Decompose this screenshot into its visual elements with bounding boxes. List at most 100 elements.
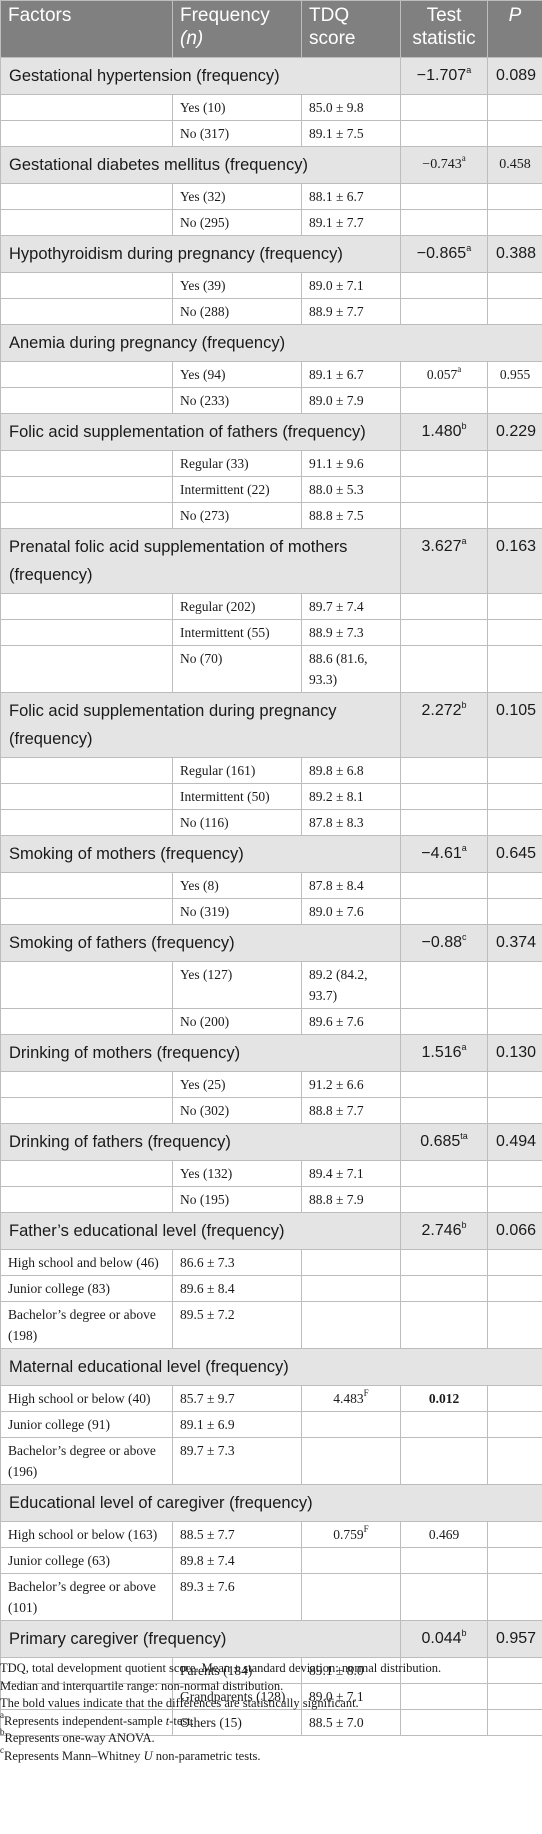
table-row: Regular (161) 89.8 ± 6.8	[0, 757, 542, 784]
row-test-statistic: 4.483F	[301, 1385, 401, 1412]
row-label: Yes (32)	[172, 183, 302, 210]
row-label: Bachelor’s degree or above (101)	[0, 1573, 173, 1621]
row-test-statistic	[301, 1249, 401, 1276]
table-row: Others (15) 88.5 ± 7.0	[0, 1709, 542, 1736]
row-tdq-score: 88.0 ± 5.3	[301, 476, 401, 503]
row-p-value	[487, 619, 542, 646]
row-tdq-score: 89.6 ± 7.6	[301, 1008, 401, 1035]
row-test-statistic	[400, 272, 488, 299]
header-p-label: P	[508, 5, 522, 26]
empty-cell	[0, 298, 173, 325]
empty-cell	[0, 272, 173, 299]
section-test-statistic: 1.480b	[400, 413, 488, 451]
table-row: No (195) 88.8 ± 7.9	[0, 1186, 542, 1213]
section-header-row: Gestational diabetes mellitus (frequency…	[0, 146, 542, 184]
section-header-row: Drinking of fathers (frequency) 0.685ta 0.…	[0, 1123, 542, 1161]
empty-cell	[0, 1071, 173, 1098]
row-tdq-score: 89.0 ± 7.6	[301, 898, 401, 925]
row-label: Regular (202)	[172, 593, 302, 620]
row-p-value	[487, 757, 542, 784]
table-row: No (295) 89.1 ± 7.7	[0, 209, 542, 236]
section-test-statistic: 1.516a	[400, 1034, 488, 1072]
test-statistic-footnote-mark: b	[461, 1628, 467, 1638]
row-label: Intermittent (22)	[172, 476, 302, 503]
row-test-statistic	[400, 298, 488, 325]
row-test-statistic	[400, 450, 488, 477]
section-header-row: Drinking of mothers (frequency) 1.516a 0.1…	[0, 1034, 542, 1072]
row-tdq-score: 89.4 ± 7.1	[301, 1160, 401, 1187]
row-test-statistic	[400, 94, 488, 121]
empty-cell	[0, 898, 173, 925]
test-statistic-value: 0.044	[421, 1630, 462, 1647]
row-tdq-score: 89.5 ± 7.2	[172, 1301, 302, 1349]
row-test-statistic	[400, 757, 488, 784]
row-p-value	[487, 783, 542, 810]
test-statistic-footnote-mark: ta	[460, 1131, 468, 1141]
table-row: No (302) 88.8 ± 7.7	[0, 1097, 542, 1124]
table-notes: TDQ, total development quotient score. M…	[0, 1660, 542, 1765]
row-p-value: 0.955	[487, 361, 542, 388]
table-row: Yes (25) 91.2 ± 6.6	[0, 1071, 542, 1098]
row-p-value	[487, 502, 542, 529]
empty-cell	[0, 1097, 173, 1124]
row-test-statistic	[301, 1411, 401, 1438]
row-test-statistic	[400, 209, 488, 236]
note-bold: The bold values indicate that the differ…	[0, 1696, 359, 1710]
test-statistic-value: −0.743	[422, 157, 462, 172]
table-row: No (319) 89.0 ± 7.6	[0, 898, 542, 925]
empty-cell	[0, 1683, 173, 1710]
row-tdq-score: 89.1 ± 6.7	[301, 361, 401, 388]
row-tdq-score: 88.9 ± 7.3	[301, 619, 401, 646]
row-tdq-score: 88.8 ± 7.5	[301, 502, 401, 529]
table-row: No (116) 87.8 ± 8.3	[0, 809, 542, 836]
empty-cell	[487, 1573, 542, 1621]
row-p-value	[487, 872, 542, 899]
row-tdq-score: 89.1 ± 7.5	[301, 120, 401, 147]
row-test-statistic	[400, 898, 488, 925]
table-row: Yes (10) 85.0 ± 9.8	[0, 94, 542, 121]
row-label: Yes (132)	[172, 1160, 302, 1187]
row-p-value	[487, 1186, 542, 1213]
empty-cell	[487, 1411, 542, 1438]
row-tdq-score: 89.7 ± 7.4	[301, 593, 401, 620]
table-row: High school or below (40) 85.7 ± 9.7 4.483…	[0, 1385, 542, 1412]
row-tdq-score: 89.0 ± 7.1	[301, 1683, 401, 1710]
table-row: Bachelor’s degree or above (101) 89.3 ± 7…	[0, 1573, 542, 1621]
row-test-statistic	[301, 1437, 401, 1485]
row-p-value	[487, 476, 542, 503]
row-p-value	[400, 1437, 488, 1485]
row-test-statistic	[301, 1275, 401, 1302]
row-p-value	[400, 1411, 488, 1438]
row-tdq-score: 88.8 ± 7.9	[301, 1186, 401, 1213]
empty-cell	[487, 1301, 542, 1349]
results-table: Factors Frequency (n) TDQ score Test stat…	[0, 0, 542, 1736]
section-title: Gestational diabetes mellitus (frequency…	[0, 146, 401, 184]
row-p-value	[487, 183, 542, 210]
section-test-statistic: −4.61a	[400, 835, 488, 873]
section-header-row: Prenatal folic acid supplementation of m…	[0, 528, 542, 594]
row-tdq-score: 88.5 ± 7.7	[172, 1521, 302, 1548]
section-title: Hypothyroidism during pregnancy (frequen…	[0, 235, 401, 273]
row-p-value	[400, 1573, 488, 1621]
row-label: Regular (161)	[172, 757, 302, 784]
section-header-row: Gestational hypertension (frequency) −1.7…	[0, 57, 542, 95]
row-test-statistic	[400, 783, 488, 810]
empty-cell	[0, 961, 173, 1009]
test-statistic-value: −0.865	[416, 245, 467, 262]
row-label: No (116)	[172, 809, 302, 836]
row-label: Yes (8)	[172, 872, 302, 899]
header-frequency-label: Frequency	[180, 5, 270, 26]
table-row: Yes (94) 89.1 ± 6.7 0.057a 0.955	[0, 361, 542, 388]
section-title: Educational level of caregiver (frequenc…	[0, 1484, 542, 1522]
row-label: Junior college (83)	[0, 1275, 173, 1302]
test-statistic-value: 2.272	[421, 702, 462, 719]
table-row: Intermittent (22) 88.0 ± 5.3	[0, 476, 542, 503]
empty-cell	[0, 593, 173, 620]
row-p-value	[487, 94, 542, 121]
row-label: Yes (10)	[172, 94, 302, 121]
row-label: Intermittent (55)	[172, 619, 302, 646]
empty-cell	[0, 502, 173, 529]
section-test-statistic: 3.627a	[400, 528, 488, 594]
empty-cell	[487, 1275, 542, 1302]
row-p-value	[487, 1160, 542, 1187]
